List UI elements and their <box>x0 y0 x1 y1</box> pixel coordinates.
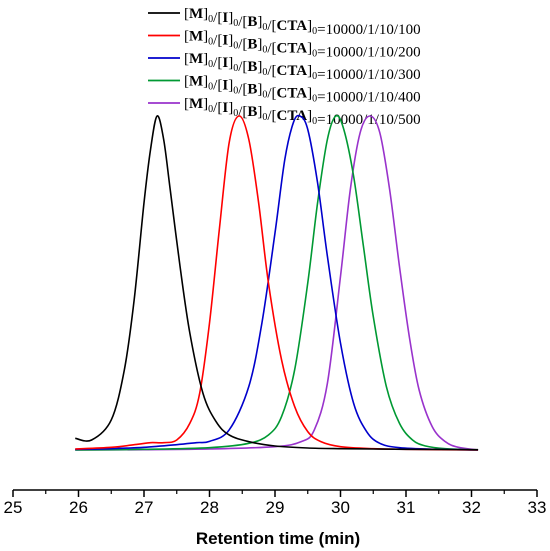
x-tick-label: 27 <box>135 498 154 517</box>
series-line-2 <box>75 115 479 451</box>
plot-area <box>75 114 479 451</box>
legend-label-3: [M]0/[I]0/[B]0/[CTA]0=10000/1/10/300 <box>184 51 421 83</box>
x-tick-label: 33 <box>528 498 547 517</box>
legend-label-4: [M]0/[I]0/[B]0/[CTA]0=10000/1/10/400 <box>184 74 421 106</box>
legend-label-2: [M]0/[I]0/[B]0/[CTA]0=10000/1/10/200 <box>184 29 421 61</box>
series-line-3 <box>75 114 479 451</box>
series-line-4 <box>75 114 479 451</box>
x-tick-label: 26 <box>69 498 88 517</box>
x-tick-label: 29 <box>266 498 285 517</box>
x-tick-label: 25 <box>4 498 23 517</box>
x-axis-title: Retention time (min) <box>196 529 360 548</box>
x-axis: 25 26 27 28 29 30 31 32 33 <box>4 489 547 517</box>
x-tick-label: 32 <box>462 498 481 517</box>
x-tick-label: 30 <box>331 498 350 517</box>
series-line-1 <box>75 115 479 451</box>
legend: [M]0/[I]0/[B]0/[CTA]0=10000/1/10/100[M]0… <box>148 6 421 128</box>
x-tick-label: 31 <box>397 498 416 517</box>
legend-label-5: [M]0/[I]0/[B]0/[CTA]0=10000/1/10/500 <box>184 96 421 128</box>
x-tick-label: 28 <box>200 498 219 517</box>
legend-label-1: [M]0/[I]0/[B]0/[CTA]0=10000/1/10/100 <box>184 6 421 38</box>
